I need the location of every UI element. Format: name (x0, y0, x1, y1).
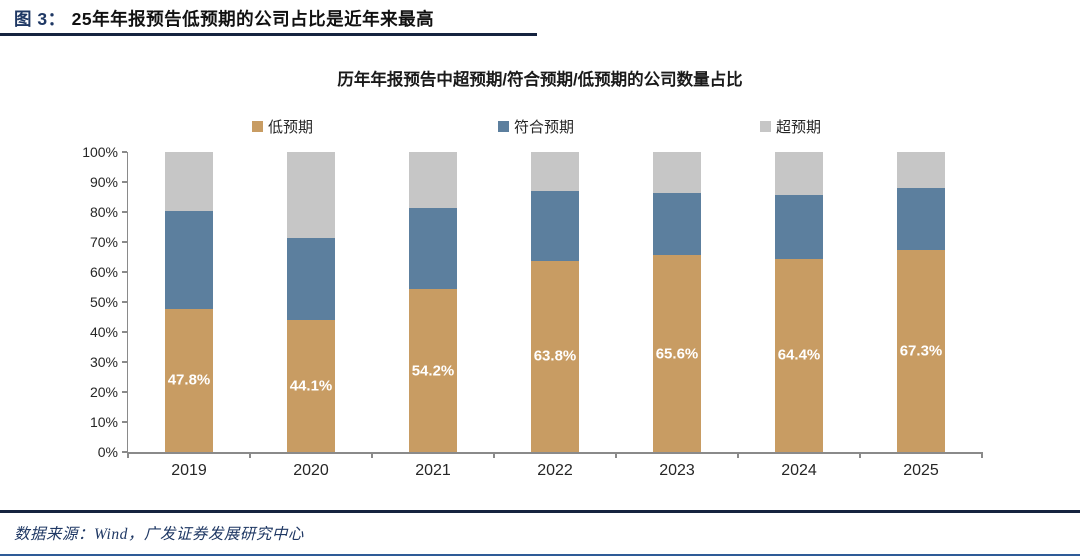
y-tick-mark (122, 331, 127, 333)
bar-segment-超预期-2024 (775, 152, 823, 195)
x-tick-mark (493, 452, 495, 458)
bottom-accent-line (0, 554, 1080, 556)
bar-segment-超预期-2022 (531, 152, 579, 192)
legend-label: 超预期 (776, 118, 822, 136)
y-tick-label: 90% (89, 174, 118, 190)
legend-label: 低预期 (268, 118, 314, 136)
legend-swatch-icon (760, 120, 771, 132)
x-tick-mark (859, 452, 861, 458)
legend-item: 超预期 (760, 116, 821, 136)
x-category-label: 2019 (171, 462, 207, 479)
y-tick-mark (122, 361, 127, 363)
header-underline (0, 33, 537, 36)
legend-swatch-icon (498, 120, 509, 132)
y-tick-label: 20% (89, 384, 118, 400)
y-tick-label: 0% (97, 444, 118, 460)
bar-segment-超预期-2025 (897, 152, 945, 188)
y-tick-label: 100% (82, 144, 118, 160)
data-source-text: 数据来源：Wind，广发证券发展研究中心 (14, 526, 304, 543)
bar-value-label: 67.3% (899, 342, 943, 360)
bar-segment-超预期-2020 (287, 152, 335, 238)
legend-item: 低预期 (252, 116, 313, 136)
bar-segment-符合预期-2020 (287, 237, 335, 320)
bar-segment-超预期-2019 (165, 152, 213, 211)
bar-segment-低预期-2020 (287, 319, 335, 452)
x-tick-mark (249, 452, 251, 458)
bar-segment-符合预期-2022 (531, 191, 579, 261)
y-tick-label: 60% (89, 264, 118, 280)
y-tick-label: 70% (89, 234, 118, 250)
bar-value-label: 44.1% (289, 377, 333, 395)
y-tick-mark (122, 301, 127, 303)
x-tick-mark (737, 452, 739, 458)
bar-value-label: 47.8% (167, 371, 211, 389)
legend-item: 符合预期 (498, 116, 574, 136)
y-tick-mark (122, 151, 127, 153)
x-category-label: 2020 (293, 462, 329, 479)
y-tick-mark (122, 241, 127, 243)
x-tick-mark (981, 452, 983, 458)
y-tick-label: 40% (89, 324, 118, 340)
y-tick-mark (122, 451, 127, 453)
y-tick-mark (122, 391, 127, 393)
figure-title: 25年年报预告低预期的公司占比是近年来最高 (71, 9, 435, 29)
x-category-label: 2025 (903, 462, 939, 479)
bar-segment-超预期-2023 (653, 152, 701, 194)
x-tick-mark (371, 452, 373, 458)
bar-segment-低预期-2023 (653, 255, 701, 452)
x-category-label: 2021 (415, 462, 451, 479)
bar-segment-低预期-2022 (531, 260, 579, 452)
y-tick-label: 30% (89, 354, 118, 370)
bar-value-label: 54.2% (411, 362, 455, 380)
x-tick-mark (615, 452, 617, 458)
bar-segment-符合预期-2023 (653, 193, 701, 256)
x-category-label: 2022 (537, 462, 573, 479)
bar-segment-符合预期-2021 (409, 208, 457, 290)
figure-number-label: 图 3： (14, 9, 66, 29)
y-tick-label: 10% (89, 414, 118, 430)
y-tick-mark (122, 421, 127, 423)
bar-segment-超预期-2021 (409, 152, 457, 209)
bar-value-label: 63.8% (533, 347, 577, 365)
chart-title: 历年年报预告中超预期/符合预期/低预期的公司数量占比 (337, 71, 743, 89)
x-category-label: 2023 (659, 462, 695, 479)
x-tick-mark (127, 452, 129, 458)
bar-segment-低预期-2024 (775, 258, 823, 452)
bar-segment-符合预期-2024 (775, 194, 823, 259)
y-tick-mark (122, 271, 127, 273)
bar-value-label: 64.4% (777, 346, 821, 364)
y-tick-label: 80% (89, 204, 118, 220)
legend-swatch-icon (252, 120, 263, 132)
bar-value-label: 65.6% (655, 345, 699, 363)
bar-segment-符合预期-2025 (897, 187, 945, 251)
x-category-label: 2024 (781, 462, 817, 479)
y-tick-mark (122, 211, 127, 213)
bar-segment-符合预期-2019 (165, 210, 213, 309)
legend-label: 符合预期 (514, 118, 575, 136)
footer-divider (0, 510, 1080, 513)
bar-segment-低预期-2019 (165, 308, 213, 452)
y-tick-mark (122, 181, 127, 183)
figure-header: 图 3： 25年年报预告低预期的公司占比是近年来最高 (14, 6, 434, 31)
y-tick-label: 50% (89, 294, 118, 310)
bar-segment-低预期-2021 (409, 289, 457, 452)
plot-area: 0% 10% 20% 30% 40% 50% 60% 70% 80% 90% 100% 2019 47.… (82, 144, 983, 479)
bar-segment-低预期-2025 (897, 250, 945, 452)
